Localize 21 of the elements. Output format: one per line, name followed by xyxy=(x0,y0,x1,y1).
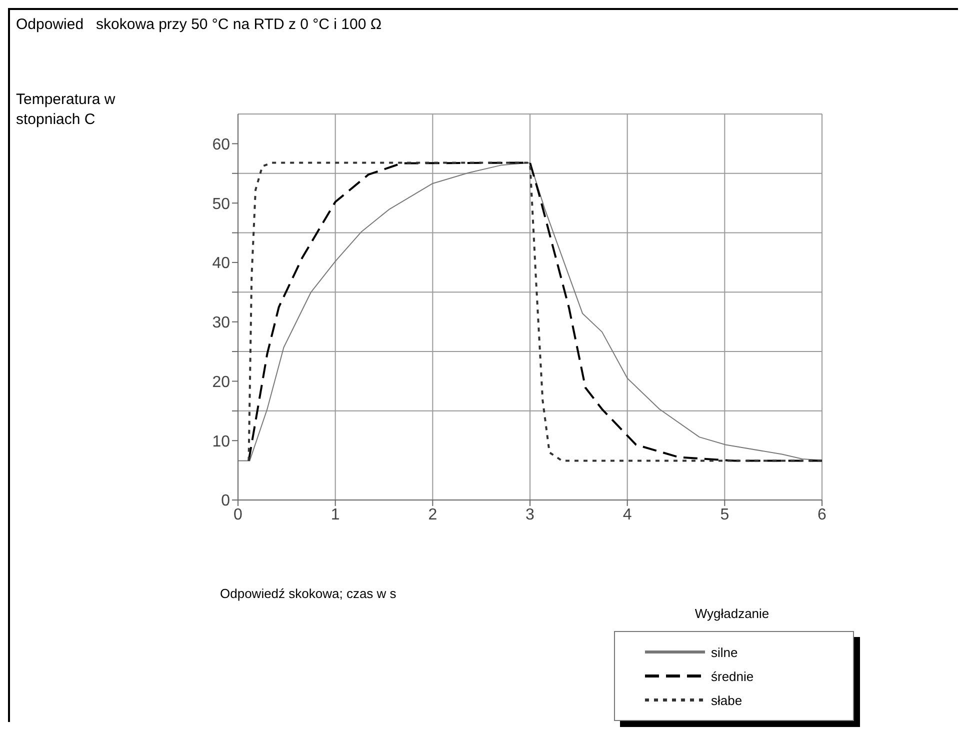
x-tick-label: 2 xyxy=(428,506,438,524)
x-tick-label: 4 xyxy=(622,506,632,524)
y-tick-label: 10 xyxy=(212,433,230,450)
y-tick-label: 20 xyxy=(212,374,230,391)
y-tick-label: 50 xyxy=(212,196,230,213)
y-tick-label: 60 xyxy=(212,136,230,154)
x-tick-label: 3 xyxy=(526,506,535,524)
legend-label: średnie xyxy=(711,668,754,684)
x-tick-label: 0 xyxy=(234,506,243,524)
chart-title: Odpowied skokowa przy 50 °C na RTD z 0 °C i 100 Ω xyxy=(16,16,382,33)
y-tick-label: 40 xyxy=(212,255,230,272)
legend-label: silne xyxy=(711,644,738,660)
y-tick-label: 0 xyxy=(221,492,230,510)
y-tick-label: 30 xyxy=(212,314,230,332)
x-tick-label: 5 xyxy=(720,506,730,524)
text: Odpowiedź skokowa; czas w s xyxy=(220,586,396,601)
legend-label: słabe xyxy=(711,692,742,708)
text: Temperatura w stopniach C xyxy=(16,91,116,128)
x-tick-label: 1 xyxy=(330,506,340,524)
legend-title: Wygładzanie xyxy=(694,606,770,621)
x-tick-label: 6 xyxy=(818,506,827,524)
